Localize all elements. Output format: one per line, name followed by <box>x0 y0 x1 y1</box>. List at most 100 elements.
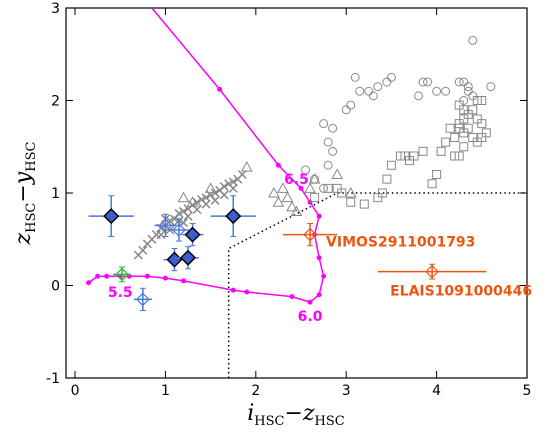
track-point <box>321 273 327 279</box>
point <box>377 188 387 198</box>
point <box>184 226 201 243</box>
point <box>468 105 478 115</box>
point <box>210 188 220 198</box>
x-tick-label: 0 <box>71 383 80 399</box>
point <box>423 77 433 87</box>
point <box>228 183 238 193</box>
point <box>459 96 469 105</box>
point <box>409 151 419 161</box>
point <box>400 151 410 161</box>
x-label-part: − <box>285 401 303 426</box>
redshift-label: 6.0 <box>298 309 323 325</box>
point <box>454 77 464 87</box>
x-tick-label: 2 <box>251 383 260 399</box>
track-point <box>316 292 322 298</box>
point <box>477 133 487 142</box>
x-axis-label: iHSC−zHSC <box>247 401 345 429</box>
y-label-part: HSC <box>24 142 39 172</box>
y-tick-label: 3 <box>51 1 60 17</box>
point <box>355 86 365 96</box>
track-point <box>95 273 101 279</box>
point <box>472 114 482 124</box>
track-point <box>104 273 110 279</box>
point <box>418 77 428 87</box>
point <box>272 196 285 207</box>
point <box>454 151 464 161</box>
point <box>290 205 303 216</box>
point <box>138 245 148 255</box>
point <box>463 109 473 119</box>
x-tick-label: 4 <box>432 383 441 399</box>
point <box>210 195 220 205</box>
point <box>323 160 333 170</box>
x-label-part: i <box>247 401 254 426</box>
point <box>459 128 469 138</box>
track-point <box>307 199 313 205</box>
point-cross <box>426 265 439 278</box>
y-tick-label: 2 <box>51 94 60 110</box>
point <box>359 199 369 209</box>
point <box>472 137 482 147</box>
y-label-part: HSC <box>24 203 39 233</box>
point <box>386 72 396 82</box>
point <box>395 151 405 161</box>
point <box>156 230 166 240</box>
point <box>183 211 193 221</box>
point <box>472 96 482 105</box>
y-axis-label: zHSC−yHSC <box>11 142 39 246</box>
point <box>281 191 294 203</box>
point <box>459 142 469 152</box>
point <box>103 208 120 225</box>
point <box>463 86 473 96</box>
redshift-label: 5.5 <box>108 285 133 301</box>
point <box>192 205 202 215</box>
point <box>204 182 217 193</box>
track-point <box>275 162 281 168</box>
object-label: ELAIS1091000446 <box>390 284 532 300</box>
point <box>459 105 469 115</box>
point <box>286 200 298 212</box>
point-cross <box>116 268 129 281</box>
point <box>468 133 478 142</box>
point <box>445 123 455 133</box>
point <box>404 156 414 166</box>
point <box>331 168 344 179</box>
point <box>323 137 333 147</box>
point <box>332 183 342 193</box>
point <box>192 197 202 207</box>
track-point <box>316 255 322 261</box>
track-point <box>298 185 304 191</box>
point <box>414 91 424 101</box>
y-label-part: z <box>11 232 36 245</box>
track-point <box>86 280 92 286</box>
point <box>441 86 451 96</box>
point <box>179 249 197 266</box>
point <box>344 186 357 198</box>
point <box>382 174 392 184</box>
x-label-part: HSC <box>315 414 345 429</box>
point <box>323 183 333 193</box>
point <box>201 193 211 203</box>
y-label-part: y <box>11 171 36 185</box>
point <box>219 181 229 192</box>
point <box>337 188 347 198</box>
point <box>310 193 320 203</box>
point <box>350 72 360 82</box>
point <box>364 86 374 96</box>
point <box>382 77 392 87</box>
point <box>450 151 460 161</box>
point <box>427 179 437 189</box>
point <box>268 186 280 198</box>
point <box>225 208 242 225</box>
point <box>459 77 469 87</box>
point <box>468 91 478 101</box>
point <box>463 82 473 92</box>
point <box>373 82 383 92</box>
model-track <box>88 8 325 303</box>
point <box>228 177 238 187</box>
point <box>459 114 469 124</box>
object-label: VIMOS2911001793 <box>326 235 475 251</box>
point <box>477 119 487 129</box>
track-point <box>181 278 187 284</box>
